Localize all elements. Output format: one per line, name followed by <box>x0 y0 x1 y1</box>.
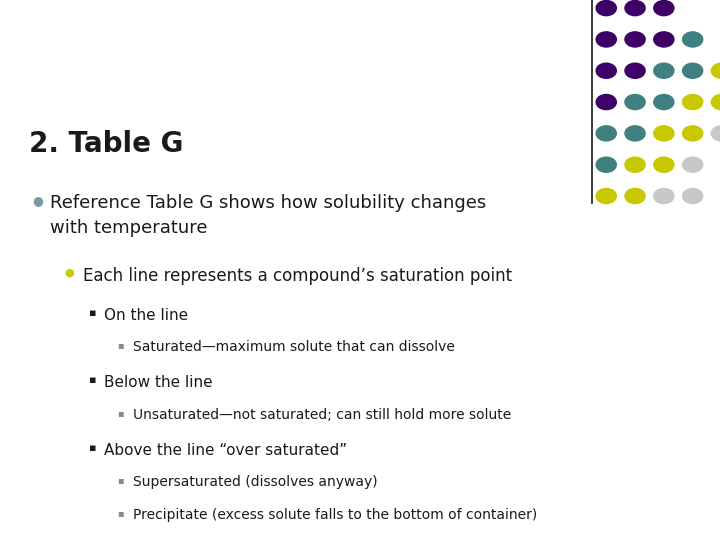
Circle shape <box>683 157 703 172</box>
Circle shape <box>625 157 645 172</box>
Circle shape <box>596 63 616 78</box>
Circle shape <box>654 94 674 110</box>
Circle shape <box>711 94 720 110</box>
Circle shape <box>625 188 645 204</box>
Text: ▪: ▪ <box>117 475 124 485</box>
Text: 2. Table G: 2. Table G <box>29 130 183 158</box>
Text: ●: ● <box>32 194 43 207</box>
Circle shape <box>683 188 703 204</box>
Circle shape <box>625 63 645 78</box>
Text: Above the line “over saturated”: Above the line “over saturated” <box>104 443 348 458</box>
Text: ▪: ▪ <box>117 408 124 418</box>
Text: ▪: ▪ <box>117 508 124 518</box>
Circle shape <box>625 32 645 47</box>
Text: Precipitate (excess solute falls to the bottom of container): Precipitate (excess solute falls to the … <box>133 508 537 522</box>
Circle shape <box>654 188 674 204</box>
Circle shape <box>625 1 645 16</box>
Circle shape <box>711 126 720 141</box>
Circle shape <box>596 1 616 16</box>
Circle shape <box>596 94 616 110</box>
Text: ▪: ▪ <box>89 308 96 318</box>
Text: ▪: ▪ <box>117 340 124 350</box>
Text: Unsaturated—not saturated; can still hold more solute: Unsaturated—not saturated; can still hol… <box>133 408 511 422</box>
Circle shape <box>596 188 616 204</box>
Circle shape <box>654 63 674 78</box>
Circle shape <box>683 126 703 141</box>
Circle shape <box>625 94 645 110</box>
Text: On the line: On the line <box>104 308 189 323</box>
Circle shape <box>654 32 674 47</box>
Circle shape <box>654 157 674 172</box>
Circle shape <box>654 126 674 141</box>
Circle shape <box>683 63 703 78</box>
Circle shape <box>596 126 616 141</box>
Text: Saturated—maximum solute that can dissolve: Saturated—maximum solute that can dissol… <box>133 340 455 354</box>
Circle shape <box>596 157 616 172</box>
Text: Supersaturated (dissolves anyway): Supersaturated (dissolves anyway) <box>133 475 378 489</box>
Circle shape <box>683 32 703 47</box>
Text: Reference Table G shows how solubility changes
with temperature: Reference Table G shows how solubility c… <box>50 194 487 238</box>
Circle shape <box>596 32 616 47</box>
Text: ▪: ▪ <box>89 375 96 386</box>
Circle shape <box>625 126 645 141</box>
Text: Each line represents a compound’s saturation point: Each line represents a compound’s satura… <box>83 267 512 285</box>
Text: ▪: ▪ <box>89 443 96 453</box>
Circle shape <box>683 94 703 110</box>
Circle shape <box>711 63 720 78</box>
Text: Below the line: Below the line <box>104 375 213 390</box>
Circle shape <box>654 1 674 16</box>
Text: ●: ● <box>65 267 75 278</box>
